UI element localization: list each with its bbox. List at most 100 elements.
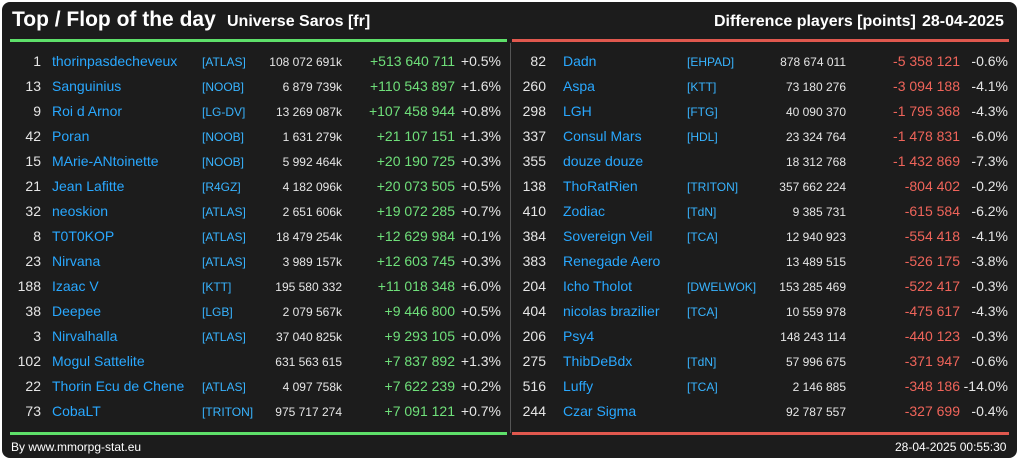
player-name-link[interactable]: Nirvalhalla [52, 328, 118, 344]
percent-cell: +0.3% [460, 153, 501, 169]
player-name-link[interactable]: Aspa [563, 78, 595, 94]
top-bottom-line [10, 432, 507, 435]
percent-cell: +0.5% [460, 178, 501, 194]
alliance-tag-link[interactable]: [TCA] [687, 380, 718, 394]
top-list: 1 thorinpasdecheveux [ATLAS] 108 072 691k +5… [2, 49, 508, 424]
alliance-tag-link[interactable]: [NOOB] [202, 130, 245, 144]
player-name-link[interactable]: MArie-ANtoinette [52, 153, 159, 169]
flop-row: 404 nicolas brazilier [TCA] 10 559 978 -475 … [510, 299, 1016, 324]
top-row: 23 Nirvana [ATLAS] 3 989 157k +12 603 745 +0.… [2, 249, 508, 274]
alliance-tag-link[interactable]: [TRITON] [202, 405, 254, 419]
flop-row: 82 Dadn [EHPAD] 878 674 011 -5 358 121 -0.6% [510, 49, 1016, 74]
difference-cell: -371 947 [904, 353, 960, 369]
difference-cell: +12 629 984 [376, 228, 455, 244]
points-cell: 631 563 615 [275, 355, 342, 369]
difference-cell: -526 175 [904, 253, 960, 269]
player-name-link[interactable]: Luffy [563, 378, 594, 394]
alliance-tag-link[interactable]: [ATLAS] [202, 380, 246, 394]
alliance-tag-link[interactable]: [TdN] [687, 205, 717, 219]
flop-row: 204 Icho Tholot [DWELWOK] 153 285 469 -522 4… [510, 274, 1016, 299]
rank-cell: 82 [530, 53, 546, 69]
top-row: 73 CobaLT [TRITON] 975 717 274 +7 091 121 +0.… [2, 399, 508, 424]
player-name-link[interactable]: Izaac V [52, 278, 99, 294]
player-name-link[interactable]: Poran [52, 128, 90, 144]
alliance-tag-link[interactable]: [KTT] [202, 280, 232, 294]
alliance-tag-link[interactable]: [KTT] [687, 80, 717, 94]
rank-cell: 404 [522, 303, 546, 319]
rank-cell: 23 [25, 253, 41, 269]
player-name-link[interactable]: thorinpasdecheveux [52, 53, 178, 69]
rank-cell: 15 [25, 153, 41, 169]
flop-row: 298 LGH [FTG] 40 090 370 -1 795 368 -4.3% [510, 99, 1016, 124]
player-name-link[interactable]: Psy4 [563, 328, 595, 344]
alliance-tag-link[interactable]: [ATLAS] [202, 255, 246, 269]
player-name-link[interactable]: Sovereign Veil [563, 228, 653, 244]
difference-cell: -804 402 [904, 178, 960, 194]
alliance-tag-link[interactable]: [EHPAD] [687, 55, 735, 69]
player-name-link[interactable]: Consul Mars [563, 128, 642, 144]
player-name-link[interactable]: Thorin Ecu de Chene [52, 378, 185, 394]
difference-cell: +7 091 121 [384, 403, 455, 419]
player-name-link[interactable]: nicolas brazilier [563, 303, 660, 319]
player-name-link[interactable]: douze douze [563, 153, 644, 169]
difference-cell: +513 640 711 [370, 53, 455, 69]
flop-row: 244 Czar Sigma 92 787 557 -327 699 -0.4% [510, 399, 1016, 424]
alliance-tag-link[interactable]: [LGB] [202, 305, 233, 319]
player-name-link[interactable]: Mogul Sattelite [52, 353, 145, 369]
player-name-link[interactable]: ThibDeBdx [563, 353, 633, 369]
player-name-link[interactable]: Sanguinius [52, 78, 122, 94]
difference-cell: -1 478 831 [893, 128, 960, 144]
top-row: 13 Sanguinius [NOOB] 6 879 739k +110 543 897… [2, 74, 508, 99]
alliance-tag-link[interactable]: [ATLAS] [202, 330, 246, 344]
alliance-tag-link[interactable]: [DWELWOK] [687, 280, 757, 294]
player-name-link[interactable]: Renegade Aero [563, 253, 661, 269]
rank-cell: 8 [33, 228, 41, 244]
difference-cell: +107 458 944 [368, 103, 455, 119]
percent-cell: +0.5% [460, 303, 501, 319]
points-cell: 73 180 276 [785, 80, 846, 94]
column-divider [510, 43, 511, 433]
percent-cell: +0.1% [460, 228, 501, 244]
alliance-tag-link[interactable]: [NOOB] [202, 155, 245, 169]
alliance-tag-link[interactable]: [TCA] [687, 230, 718, 244]
percent-cell: -7.3% [971, 153, 1008, 169]
rank-cell: 516 [522, 378, 546, 394]
points-cell: 9 385 731 [792, 205, 846, 219]
player-name-link[interactable]: CobaLT [52, 403, 101, 419]
top-row: 21 Jean Lafitte [R4GZ] 4 182 096k +20 073 50… [2, 174, 508, 199]
alliance-tag-link[interactable]: [TCA] [687, 305, 718, 319]
alliance-tag-link[interactable]: [ATLAS] [202, 230, 246, 244]
player-name-link[interactable]: Deepee [52, 303, 102, 319]
player-name-link[interactable]: Zodiac [563, 203, 606, 219]
player-name-link[interactable]: Roi d Arnor [52, 103, 123, 119]
alliance-tag-link[interactable]: [FTG] [687, 105, 718, 119]
difference-cell: +110 543 897 [370, 78, 455, 94]
player-name-link[interactable]: ThoRatRien [563, 178, 638, 194]
alliance-tag-link[interactable]: [ATLAS] [202, 205, 246, 219]
alliance-tag-link[interactable]: [R4GZ] [202, 180, 241, 194]
percent-cell: -4.1% [971, 78, 1008, 94]
alliance-tag-link[interactable]: [LG-DV] [202, 105, 246, 119]
percent-cell: +0.5% [460, 53, 501, 69]
alliance-tag-link[interactable]: [TdN] [687, 355, 717, 369]
player-name-link[interactable]: neoskion [52, 203, 109, 219]
percent-cell: -6.2% [971, 203, 1008, 219]
alliance-tag-link[interactable]: [ATLAS] [202, 55, 246, 69]
percent-cell: +0.0% [460, 328, 501, 344]
player-name-link[interactable]: T0T0KOP [52, 228, 115, 244]
alliance-tag-link[interactable]: [HDL] [687, 130, 718, 144]
player-name-link[interactable]: Czar Sigma [563, 403, 637, 419]
player-name-link[interactable]: LGH [563, 103, 592, 119]
rank-cell: 22 [25, 378, 41, 394]
player-name-link[interactable]: Nirvana [52, 253, 101, 269]
difference-cell: +20 073 505 [376, 178, 455, 194]
player-name-link[interactable]: Jean Lafitte [52, 178, 125, 194]
player-name-link[interactable]: Icho Tholot [563, 278, 633, 294]
rank-cell: 275 [522, 353, 546, 369]
alliance-tag-link[interactable]: [NOOB] [202, 80, 245, 94]
top-row: 3 Nirvalhalla [ATLAS] 37 040 825k +9 293 105… [2, 324, 508, 349]
player-name-link[interactable]: Dadn [563, 53, 597, 69]
difference-cell: +11 018 348 [377, 278, 455, 294]
alliance-tag-link[interactable]: [TRITON] [687, 180, 739, 194]
